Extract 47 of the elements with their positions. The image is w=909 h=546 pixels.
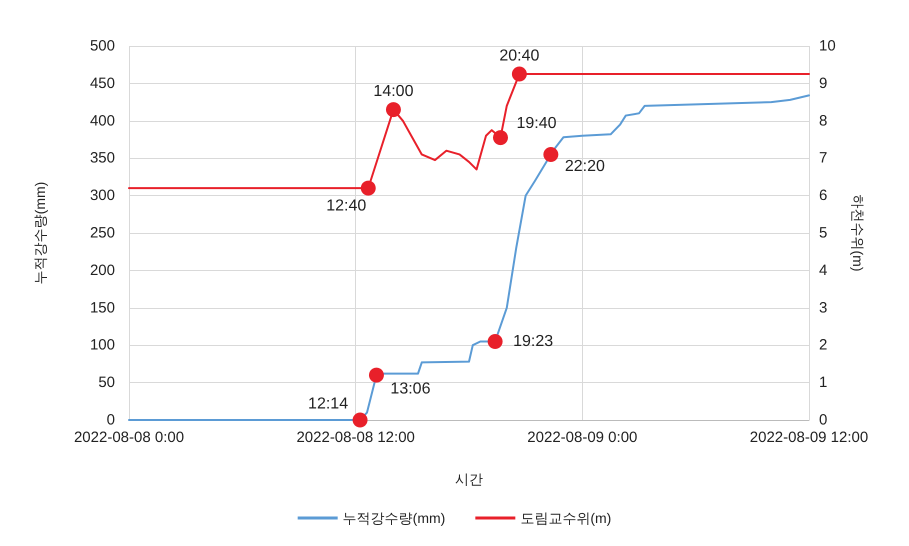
y2-tick-label: 5 <box>819 224 828 242</box>
point <box>386 102 401 118</box>
y2-tick-label: 9 <box>819 74 828 92</box>
y-tick-label: 200 <box>90 262 115 279</box>
y2-tick-label: 3 <box>819 299 828 316</box>
y-tick-label: 0 <box>106 412 115 428</box>
y-tick-label: 300 <box>90 187 115 204</box>
x-tick-label: 2022-08-09 0:00 <box>527 429 638 446</box>
y2-tick-label: 8 <box>819 112 828 130</box>
annotation: 19:40 <box>516 115 557 132</box>
legend-label: 누적강수량(mm) <box>342 510 446 526</box>
point <box>492 130 508 146</box>
legend-label: 도림교수위(m) <box>520 510 612 526</box>
x-axis-title: 시간 <box>455 471 483 487</box>
x-tick-label: 2022-08-09 12:00 <box>750 429 868 446</box>
point <box>368 368 384 383</box>
annotation: 12:14 <box>308 396 348 412</box>
y-tick-label: 150 <box>90 299 115 316</box>
x-tick-label: 2022-08-08 0:00 <box>74 429 184 446</box>
y-tick-label: 100 <box>90 336 115 354</box>
point <box>488 334 503 349</box>
point <box>352 412 368 428</box>
y2-tick-label: 7 <box>819 150 828 167</box>
y2-tick-label: 10 <box>819 38 836 54</box>
y-tick-label: 450 <box>90 74 115 92</box>
point <box>360 180 376 196</box>
y-axis-title: 누적강수량(mm) <box>32 182 48 284</box>
y2-tick-label: 2 <box>819 336 828 354</box>
annotation: 20:40 <box>499 48 540 65</box>
annotation: 19:23 <box>513 332 554 350</box>
x-tick-label: 2022-08-08 12:00 <box>296 429 415 446</box>
annotation: 14:00 <box>373 83 414 100</box>
y2-tick-label: 4 <box>819 262 828 279</box>
point <box>512 66 527 82</box>
y2-axis-title: 하천수위(m) <box>850 194 866 272</box>
y2-tick-label: 6 <box>819 187 828 204</box>
y-tick-label: 50 <box>98 374 115 392</box>
y-tick-label: 350 <box>90 150 115 167</box>
y-tick-label: 500 <box>90 38 115 54</box>
y-tick-label: 400 <box>90 112 115 130</box>
y-tick-label: 250 <box>90 224 115 242</box>
y2-tick-label: 0 <box>819 412 828 428</box>
annotation: 13:06 <box>390 380 431 398</box>
annotation: 12:40 <box>326 198 366 215</box>
y2-tick-label: 1 <box>819 374 828 392</box>
annotation: 22:20 <box>564 158 605 175</box>
point <box>543 146 558 162</box>
